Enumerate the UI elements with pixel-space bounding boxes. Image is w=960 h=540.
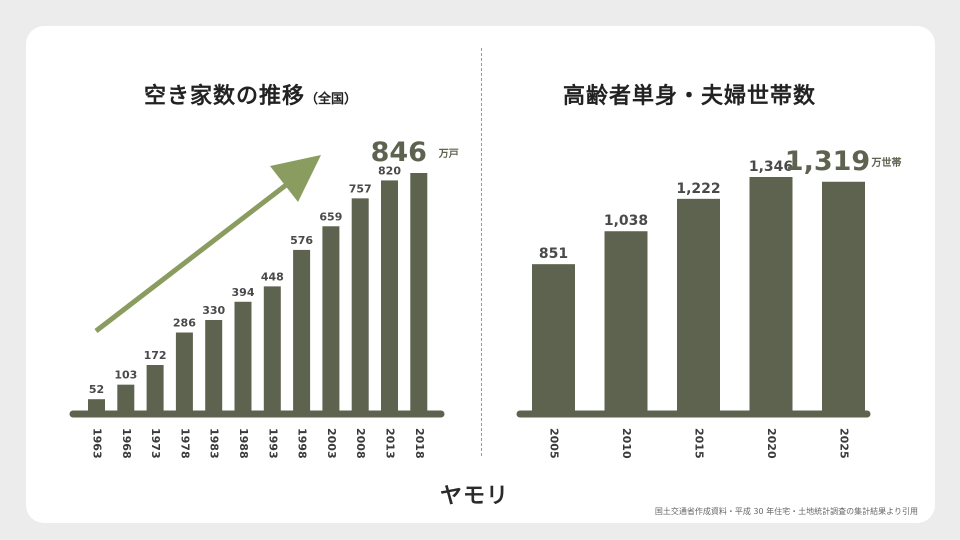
right-tick-2005: 2005	[548, 428, 561, 459]
right-value-label-2015: 1,222	[676, 181, 720, 197]
right-chart-title: 高齢者単身・夫婦世帯数	[563, 84, 817, 109]
left-tick-2008: 2008	[354, 428, 367, 459]
left-tick-1978: 1978	[178, 428, 191, 459]
right-bar-2020	[749, 177, 793, 414]
right-bar-2025	[822, 181, 865, 414]
left-tick-1988: 1988	[237, 428, 250, 459]
left-bar-2003	[322, 226, 340, 414]
left-tick-1998: 1998	[296, 428, 309, 459]
right-value-label-2020: 1,346	[749, 159, 793, 175]
left-value-label-1998: 576	[290, 234, 313, 247]
left-bar-2013	[381, 180, 398, 414]
right-bar-2010	[604, 231, 648, 414]
left-tick-1968: 1968	[120, 428, 133, 459]
left-chart-title-main: 空き家数の推移	[144, 84, 306, 109]
trend-arrow-head	[270, 155, 321, 202]
panel-divider	[481, 48, 482, 456]
left-highlight-unit: 万戸	[438, 148, 459, 160]
left-value-label-1973: 172	[144, 349, 167, 362]
left-bar-1978	[175, 332, 193, 414]
right-value-label-2010: 1,038	[604, 213, 648, 229]
right-bar-2005	[532, 264, 575, 414]
left-tick-1983: 1983	[208, 428, 221, 459]
left-tick-1963: 1963	[91, 428, 104, 459]
left-bar-1963	[88, 399, 105, 414]
left-value-label-2013: 820	[378, 164, 401, 177]
left-bar-1988	[234, 301, 252, 414]
left-bar-1993	[263, 286, 281, 414]
right-tick-2020: 2020	[765, 428, 778, 459]
left-bar-1983	[205, 319, 223, 414]
left-value-label-1993: 448	[261, 270, 284, 283]
left-bar-2008	[351, 198, 369, 414]
left-chart-title-sub: （全国）	[305, 92, 358, 107]
left-highlight-value: 846	[371, 137, 427, 168]
left-bar-1973	[146, 365, 164, 414]
left-value-label-1968: 103	[114, 369, 137, 382]
left-tick-1973: 1973	[149, 428, 162, 459]
right-bar-2015	[677, 198, 720, 414]
left-value-label-2008: 757	[349, 182, 372, 195]
right-tick-2015: 2015	[693, 428, 706, 459]
left-tick-2003: 2003	[325, 428, 338, 459]
right-tick-2010: 2010	[620, 428, 633, 459]
left-value-label-1978: 286	[173, 317, 196, 330]
left-value-label-1963: 52	[89, 383, 104, 396]
left-bar-1968	[117, 384, 135, 414]
trend-arrow-shaft	[94, 180, 292, 333]
left-bar-1998	[293, 249, 311, 414]
left-tick-2018: 2018	[413, 428, 426, 459]
right-value-label-2005: 851	[539, 246, 568, 262]
left-tick-2013: 2013	[384, 428, 397, 459]
right-highlight-value: 1,319	[785, 146, 870, 177]
left-value-label-1983: 330	[202, 304, 225, 317]
left-bar-2018	[410, 173, 428, 414]
right-tick-2025: 2025	[838, 428, 851, 459]
source-note: 国土交通省作成資料・平成 30 年住宅・土地統計調査の集計結果より引用	[654, 507, 918, 516]
left-chart-title: 空き家数の推移（全国）	[144, 78, 357, 110]
left-value-label-2003: 659	[319, 210, 342, 223]
left-tick-1993: 1993	[266, 428, 279, 459]
left-value-label-1988: 394	[232, 286, 255, 299]
right-highlight-unit: 万世帯	[871, 156, 902, 169]
yamori-logo: ヤモリ	[440, 484, 510, 509]
